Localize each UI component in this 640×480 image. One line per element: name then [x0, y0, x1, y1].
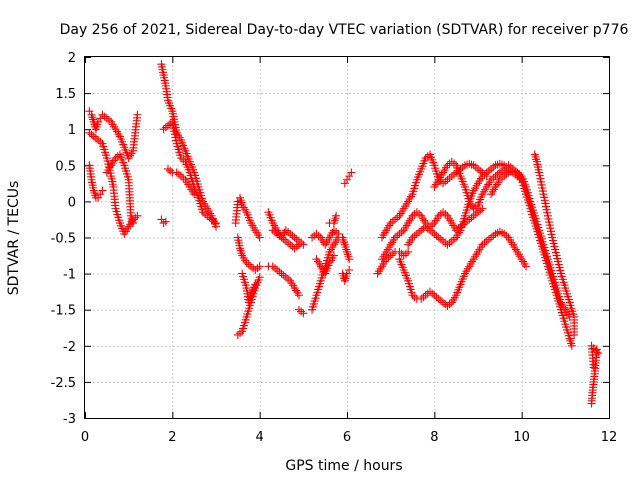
- series-arc-30: [487, 167, 574, 321]
- series-arc-32: [587, 341, 603, 408]
- data-point: [294, 291, 303, 300]
- data-point: [334, 229, 343, 238]
- series-arc-20: [325, 211, 341, 228]
- data-point: [190, 190, 199, 199]
- data-point: [345, 255, 354, 264]
- y-tick-label: 0.5: [55, 159, 76, 174]
- x-tick-label: 0: [81, 430, 89, 445]
- y-axis-label: SDTVAR / TECUs: [6, 181, 22, 296]
- x-tick-label: 10: [513, 430, 530, 445]
- data-point: [212, 219, 220, 228]
- data-point: [251, 280, 260, 289]
- data-point: [255, 233, 264, 242]
- x-tick-labels: 0 2 4 6 8 10 12: [81, 430, 617, 445]
- y-tick-labels: 2 1.5 1 0.5 0 -0.5 -1 -1.5 -2 -2.5 -3: [51, 51, 76, 427]
- series-arc-10: [231, 193, 264, 242]
- chart-title: Day 256 of 2021, Sidereal Day-to-day VTE…: [60, 22, 629, 38]
- data-point: [299, 240, 308, 249]
- series-arc-6: [157, 60, 220, 231]
- y-tick-label: -0.5: [51, 232, 76, 247]
- y-tick-label: -1: [63, 268, 76, 283]
- series-arc-15: [268, 226, 308, 249]
- x-tick-label: 2: [168, 430, 176, 445]
- data-point: [567, 341, 576, 350]
- y-tick-label: 0: [68, 195, 76, 210]
- data-point: [478, 204, 487, 213]
- y-tick-label: 2: [68, 51, 76, 66]
- data-point: [570, 330, 579, 339]
- x-axis-label: GPS time / hours: [285, 458, 402, 474]
- series-arc-31: [530, 150, 579, 339]
- data-point: [299, 309, 308, 318]
- series-arc-1: [85, 161, 107, 202]
- data-point: [129, 219, 138, 228]
- series-arc-18: [308, 226, 343, 249]
- series-arc-21: [338, 233, 354, 264]
- y-tick-label: 1.5: [55, 87, 76, 102]
- y-tick-label: -2: [63, 340, 76, 355]
- x-tick-label: 4: [256, 430, 264, 445]
- data-point: [345, 265, 354, 274]
- series-arc-22: [338, 265, 354, 285]
- series-arc-17: [308, 233, 343, 314]
- series-arc-4: [102, 150, 138, 228]
- data-point: [332, 211, 341, 220]
- series-arc-16: [294, 305, 308, 318]
- series-arc-12: [238, 269, 260, 307]
- series-arc-14: [264, 262, 303, 300]
- series-arc-8: [163, 164, 199, 199]
- data-point: [347, 168, 356, 177]
- series-arc-25: [395, 227, 531, 311]
- series-arc-19: [312, 251, 338, 278]
- data-point: [255, 273, 264, 282]
- data-points: [85, 60, 603, 408]
- data-point: [161, 217, 170, 226]
- plot-frame: [84, 56, 610, 419]
- series-arc-7: [159, 117, 220, 228]
- data-point: [255, 262, 264, 271]
- series-arc-29: [430, 157, 576, 350]
- data-point: [522, 262, 531, 271]
- data-point: [589, 363, 598, 372]
- data-point: [98, 186, 107, 195]
- y-tick-label: 1: [68, 123, 76, 138]
- data-point: [133, 110, 142, 119]
- x-tick-label: 6: [343, 430, 351, 445]
- data-point: [404, 247, 413, 256]
- x-tick-label: 8: [430, 430, 438, 445]
- series-arc-2: [85, 107, 142, 163]
- y-tick-label: -3: [63, 412, 76, 427]
- series-arc-23: [340, 168, 356, 188]
- x-tick-label: 12: [601, 430, 618, 445]
- data-point: [329, 251, 338, 260]
- series-arc-5: [157, 215, 170, 228]
- series-arc-11: [233, 233, 264, 274]
- y-tick-label: -1.5: [51, 304, 76, 319]
- y-tick-label: -2.5: [51, 376, 76, 391]
